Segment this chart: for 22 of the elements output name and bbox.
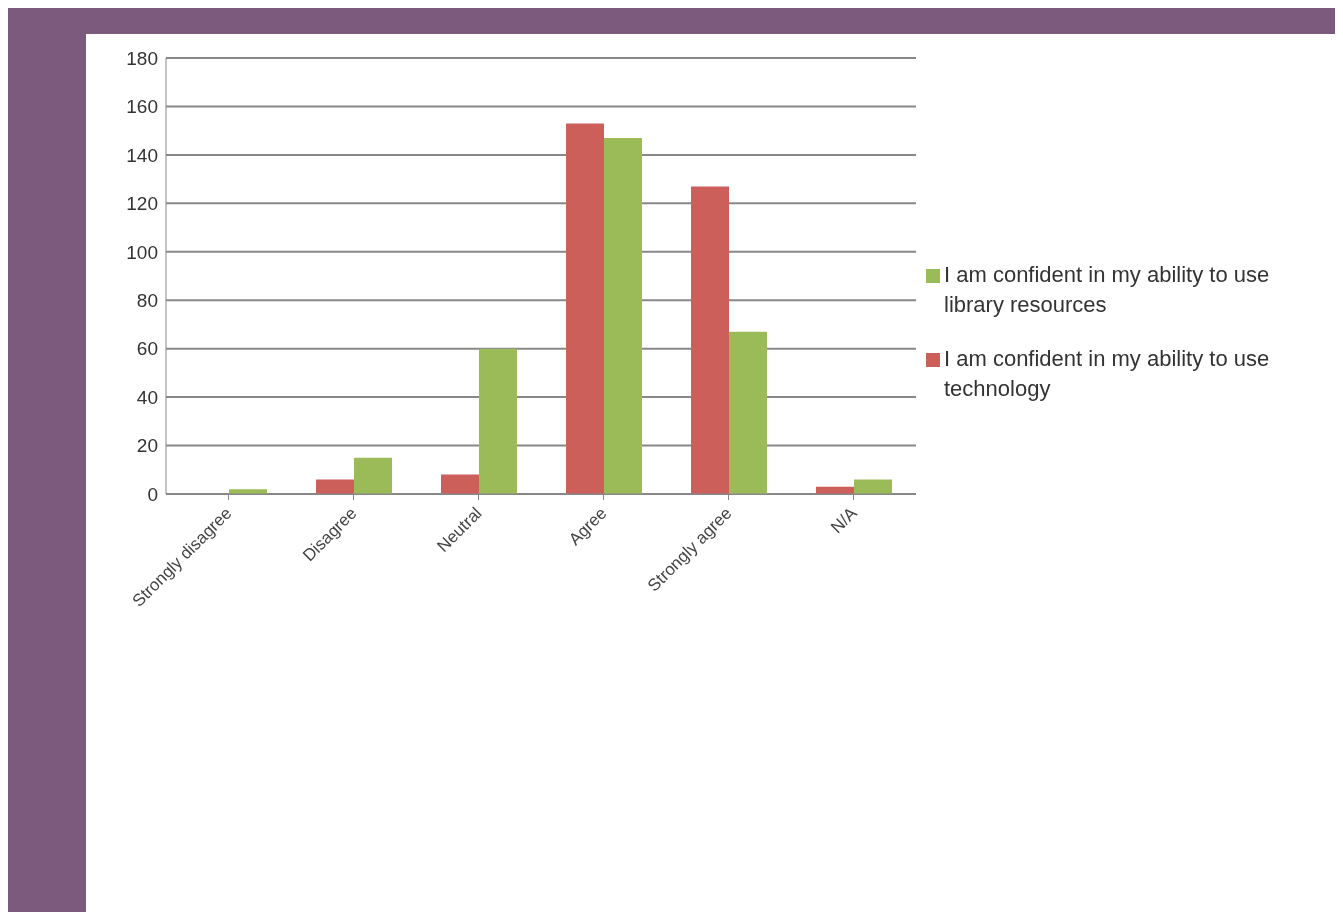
- bar: [729, 331, 767, 494]
- legend-label: I am confident in my ability to use library resources: [944, 261, 1271, 319]
- bar: [691, 186, 729, 494]
- y-tick-label: 140: [126, 144, 158, 166]
- bar: [354, 457, 392, 494]
- y-tick-label: 100: [126, 241, 158, 263]
- y-tick-label: 0: [147, 483, 158, 505]
- legend-label: I am confident in my ability to use technology: [944, 345, 1271, 403]
- y-tick-label: 20: [136, 435, 158, 457]
- bar: [441, 474, 479, 494]
- bar: [316, 479, 354, 494]
- y-tick-label: 80: [136, 289, 158, 311]
- y-tick-label: 160: [126, 96, 158, 118]
- y-tick-label: 60: [136, 338, 158, 360]
- x-tick-label: N/A: [827, 503, 862, 538]
- y-tick-label: 40: [136, 386, 158, 408]
- y-tick-label: 120: [126, 193, 158, 215]
- y-tick-label: 180: [126, 47, 158, 69]
- bar: [604, 137, 642, 494]
- bar: [479, 348, 517, 494]
- bar: [854, 479, 892, 494]
- bar: [566, 123, 604, 494]
